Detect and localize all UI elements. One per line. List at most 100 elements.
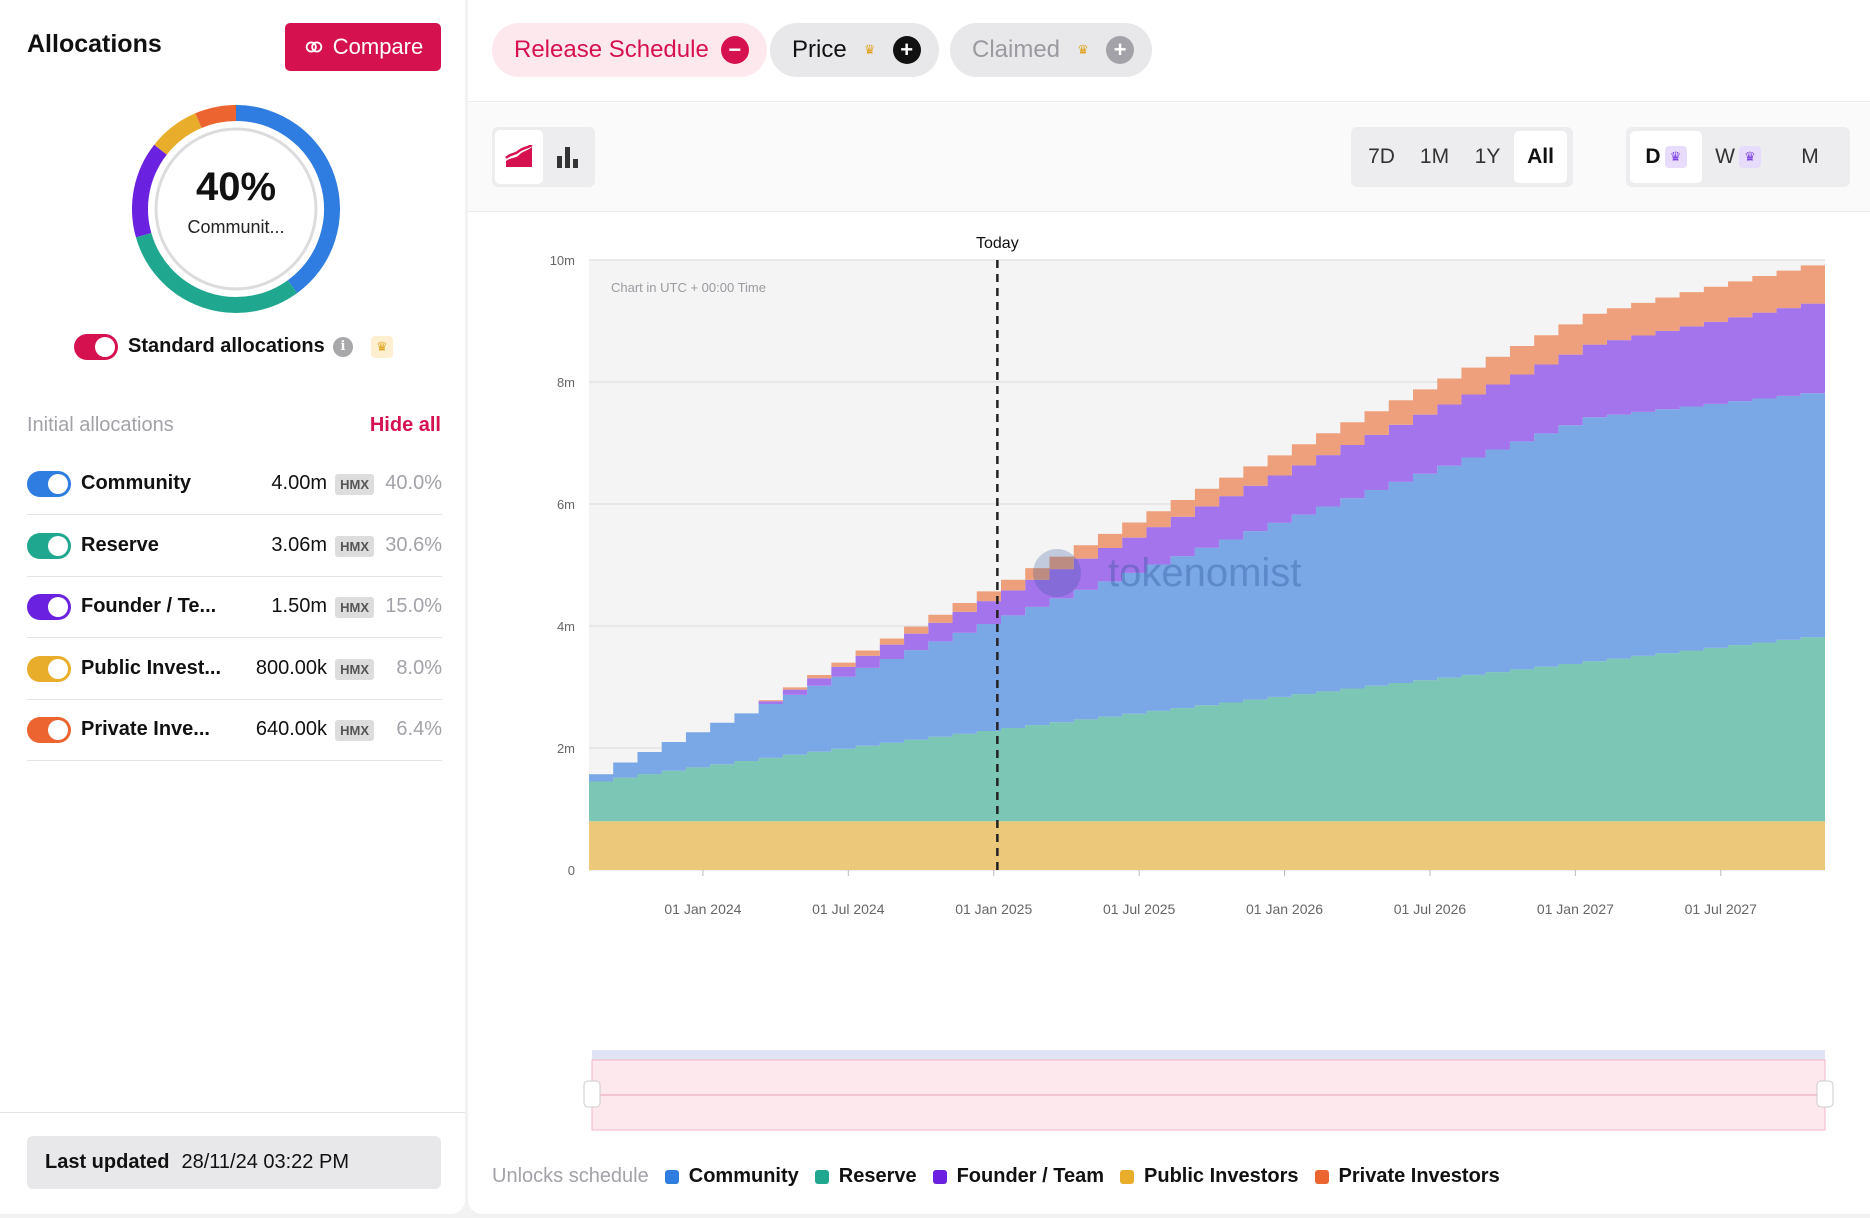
area-chart-button[interactable] (495, 130, 543, 184)
tab-release-schedule[interactable]: Release Schedule − (492, 23, 767, 77)
allocations-sidebar: Allocations Compare 40% Communit... Stan… (0, 0, 465, 1214)
token-badge: HMX (335, 720, 374, 741)
crown-icon: ♛ (371, 336, 393, 358)
legend-label: Private Investors (1338, 1165, 1500, 1187)
link-icon (305, 41, 322, 53)
donut-slice[interactable] (195, 105, 237, 129)
allocation-toggle[interactable] (27, 717, 71, 743)
token-badge: HMX (335, 597, 374, 618)
allocation-name: Community (81, 472, 191, 494)
y-tick-label: 8m (557, 375, 575, 390)
x-tick-label: 01 Jan 2024 (664, 901, 741, 917)
legend-label: Reserve (838, 1165, 917, 1187)
legend-item-founder-team[interactable]: Founder / Team (932, 1165, 1105, 1188)
y-tick-label: 4m (557, 619, 575, 634)
donut-slice[interactable] (132, 144, 167, 238)
allocation-amount: 1.50m (271, 595, 327, 617)
standard-allocations-label: Standard allocations (128, 335, 325, 357)
allocation-percent: 6.4% (396, 718, 442, 740)
allocation-toggle[interactable] (27, 471, 71, 497)
allocation-toggle[interactable] (27, 532, 71, 559)
allocation-toggle[interactable] (27, 655, 71, 682)
range-1m[interactable]: 1M (1419, 145, 1450, 168)
allocation-row: Private Inve... 640.00k HMX 6.4% (27, 700, 442, 761)
allocation-row: Founder / Te... 1.50m HMX 15.0% (27, 577, 442, 638)
standard-allocations-toggle[interactable] (74, 334, 118, 360)
navigator-scrollbar[interactable] (592, 1050, 1825, 1060)
allocation-row: Reserve 3.06m HMX 30.6% (27, 516, 442, 577)
today-label: Today (976, 235, 1019, 252)
tab-claimed[interactable]: Claimed ♛ + (950, 23, 1153, 77)
interval-w[interactable]: W ♛ (1702, 131, 1774, 183)
token-badge: HMX (335, 535, 374, 557)
legend-item-private-investors[interactable]: Private Investors (1314, 1165, 1500, 1188)
allocation-row: Public Invest... 800.00k HMX 8.0% (27, 639, 442, 700)
series-area-founder-team[interactable] (589, 303, 1825, 775)
allocation-amount: 640.00k (255, 718, 327, 740)
interval-m[interactable]: M (1774, 131, 1846, 183)
donut-percent: 40% (195, 165, 277, 209)
plus-icon[interactable]: + (892, 36, 921, 64)
allocation-toggle[interactable] (27, 594, 71, 620)
chart-toolbar: 7D 1M 1Y All D ♛ W ♛ M (468, 103, 1870, 212)
series-area-reserve[interactable] (589, 637, 1825, 822)
release-schedule-chart[interactable]: 0 2m 4m 6m 8m 10m Chart in UTC + 00:00 Time tok… (468, 213, 1870, 1133)
main-panel: Release Schedule − Price ♛ + Claimed ♛ +… (468, 0, 1870, 1214)
range-1y[interactable]: 1Y (1474, 145, 1501, 168)
x-tick-label: 01 Jul 2025 (1103, 901, 1176, 917)
series-area-private-investors[interactable] (589, 265, 1825, 775)
y-tick-label: 6m (557, 497, 575, 512)
interval-label: M (1801, 145, 1819, 168)
tab-label: Price (792, 36, 847, 63)
crown-icon: ♛ (1664, 146, 1687, 168)
plus-icon[interactable]: + (1106, 36, 1135, 64)
series-area-community[interactable] (589, 393, 1825, 782)
donut-slice[interactable] (235, 105, 340, 294)
interval-d[interactable]: D ♛ (1630, 131, 1702, 183)
chart-legend: Unlocks schedule Community Reserve Found… (492, 1165, 1516, 1188)
compare-label: Compare (332, 34, 424, 59)
token-badge: HMX (335, 474, 374, 495)
crown-icon: ♛ (1077, 42, 1089, 57)
info-icon[interactable]: i (333, 337, 353, 357)
hide-all-link[interactable]: Hide all (369, 414, 441, 436)
legend-item-reserve[interactable]: Reserve (814, 1165, 917, 1188)
legend-label: Community (688, 1165, 799, 1187)
allocation-percent: 15.0% (385, 595, 442, 617)
last-updated-label: Last updated (45, 1151, 170, 1173)
legend-label: Founder / Team (956, 1165, 1105, 1187)
range-7d[interactable]: 7D (1368, 145, 1395, 168)
x-tick-label: 01 Jan 2026 (1246, 901, 1323, 917)
bar-chart-button[interactable] (545, 130, 593, 184)
minus-icon[interactable]: − (720, 36, 749, 64)
legend-swatch (1120, 1169, 1135, 1184)
legend-item-community[interactable]: Community (664, 1165, 799, 1188)
navigator-right-handle[interactable] (1816, 1080, 1834, 1108)
tab-label: Release Schedule (514, 36, 709, 63)
bar-chart-icon (557, 147, 579, 168)
interval-selector: D ♛ W ♛ M (1626, 127, 1850, 187)
allocation-percent: 8.0% (396, 656, 442, 679)
legend-label: Public Investors (1144, 1165, 1299, 1187)
last-updated-value: 28/11/24 03:22 PM (181, 1151, 349, 1173)
allocation-donut[interactable] (123, 96, 349, 322)
initial-allocations-title: Initial allocations (27, 414, 174, 436)
donut-slice[interactable] (135, 232, 298, 313)
allocation-name: Founder / Te... (81, 595, 217, 617)
compare-button[interactable]: Compare (285, 23, 441, 71)
x-tick-label: 01 Jul 2027 (1685, 901, 1758, 917)
tab-price[interactable]: Price ♛ + (770, 23, 939, 77)
series-area-public-investors[interactable] (589, 821, 1825, 870)
legend-item-public-investors[interactable]: Public Investors (1120, 1165, 1299, 1188)
range-selector: 7D 1M 1Y All (1351, 127, 1573, 187)
navigator-left-handle[interactable] (583, 1080, 601, 1108)
view-tabs: Release Schedule − Price ♛ + Claimed ♛ + (468, 0, 1870, 102)
tab-label: Claimed (972, 36, 1061, 63)
range-all[interactable]: All (1514, 131, 1567, 183)
allocation-amount: 4.00m (271, 472, 327, 494)
crown-icon: ♛ (863, 42, 876, 57)
donut-slice[interactable] (154, 113, 202, 155)
y-tick-label: 2m (557, 741, 575, 756)
token-badge: HMX (335, 658, 374, 680)
y-tick-label: 0 (568, 863, 575, 878)
